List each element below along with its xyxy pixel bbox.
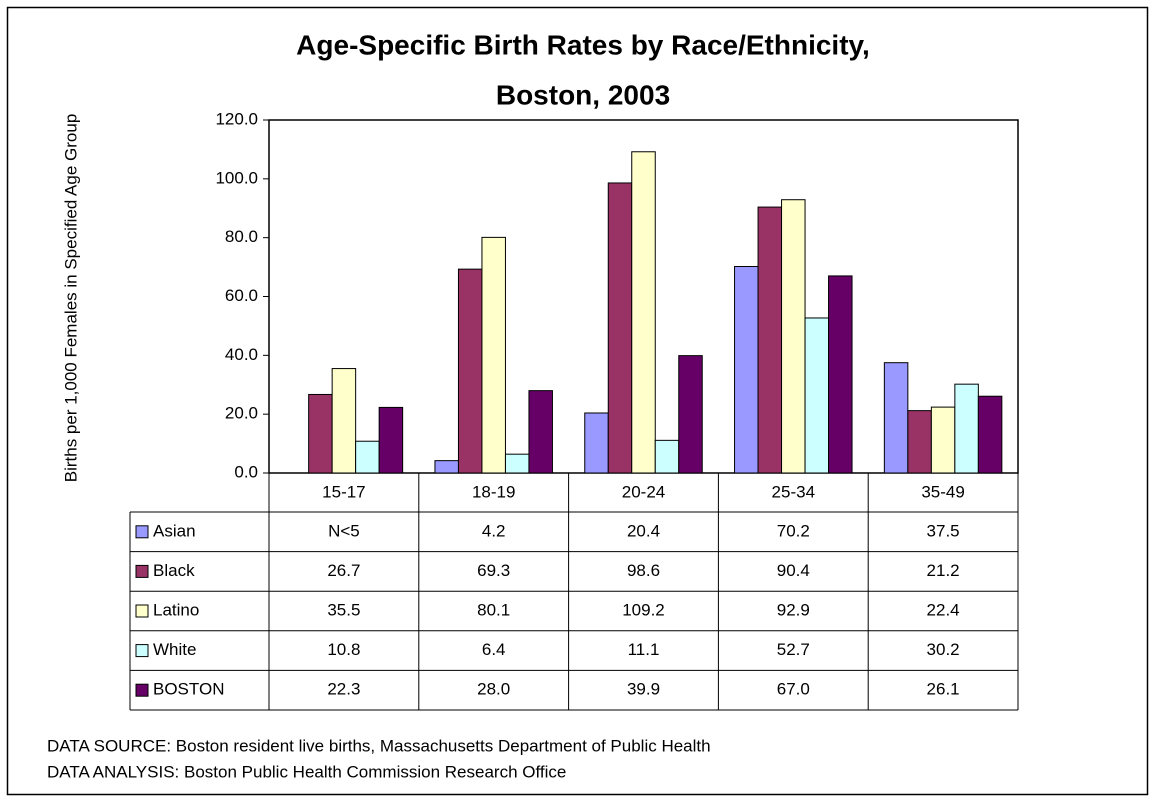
table-cell: N<5 bbox=[328, 521, 360, 540]
bar bbox=[930, 406, 956, 474]
table-cell: 11.1 bbox=[628, 640, 660, 659]
x-tick-label: 15-17 bbox=[322, 482, 365, 501]
bar bbox=[378, 406, 404, 474]
bar bbox=[977, 395, 1003, 474]
y-tick-label: 80.0 bbox=[225, 227, 258, 246]
table-cell: 10.8 bbox=[327, 640, 360, 659]
bar bbox=[607, 182, 633, 474]
legend-key bbox=[135, 644, 149, 658]
note: DATA SOURCE: Boston resident live births… bbox=[47, 736, 711, 755]
table-cell: 22.3 bbox=[327, 680, 360, 699]
bar bbox=[654, 439, 680, 474]
table-cell: 98.6 bbox=[627, 561, 660, 580]
y-tick-label: 120.0 bbox=[215, 109, 258, 128]
bar bbox=[308, 393, 333, 474]
y-tick-label: 40.0 bbox=[225, 345, 258, 364]
x-tick-label: 18-19 bbox=[472, 482, 515, 501]
legend-key bbox=[135, 564, 149, 578]
legend-label: Black bbox=[153, 561, 195, 580]
table-cell: 22.4 bbox=[927, 600, 960, 619]
table-cell: 30.2 bbox=[927, 640, 960, 659]
table-cell: 26.1 bbox=[927, 680, 960, 699]
legend-label: BOSTON bbox=[153, 680, 224, 699]
bar bbox=[781, 199, 806, 474]
y-tick-label: 0.0 bbox=[234, 462, 258, 481]
table-cell: 92.9 bbox=[777, 600, 810, 619]
bar bbox=[734, 265, 759, 474]
bar bbox=[434, 460, 459, 474]
bar bbox=[828, 275, 853, 474]
table-cell: 90.4 bbox=[777, 561, 810, 580]
bar bbox=[631, 151, 656, 474]
table-cell: 39.9 bbox=[627, 680, 660, 699]
table-cell: 21.2 bbox=[927, 561, 960, 580]
bar bbox=[481, 236, 506, 474]
table-cell: 35.5 bbox=[327, 600, 360, 619]
legend-label: Latino bbox=[153, 600, 199, 619]
bar bbox=[528, 390, 553, 474]
bar bbox=[678, 355, 703, 474]
legend-label: White bbox=[153, 640, 196, 659]
bar bbox=[504, 453, 530, 474]
table-cell: 6.4 bbox=[482, 640, 506, 659]
table-cell: 20.4 bbox=[627, 521, 660, 540]
bar bbox=[907, 410, 932, 474]
y-tick-label: 100.0 bbox=[215, 168, 258, 187]
x-tick-label: 25-34 bbox=[772, 482, 815, 501]
bar bbox=[355, 440, 380, 474]
x-tick-label: 35-49 bbox=[921, 482, 964, 501]
legend-key bbox=[135, 525, 149, 539]
y-tick-label: 60.0 bbox=[225, 286, 258, 305]
legend-key bbox=[135, 683, 149, 697]
bar bbox=[584, 412, 609, 474]
note: DATA ANALYSIS: Boston Public Health Comm… bbox=[47, 762, 566, 781]
table-cell: 70.2 bbox=[777, 521, 810, 540]
chart-title: Age-Specific Birth Rates by Race/Ethnici… bbox=[296, 29, 870, 60]
table-cell: 109.2 bbox=[622, 600, 665, 619]
legend-key bbox=[135, 604, 149, 618]
table-cell: 4.2 bbox=[482, 521, 506, 540]
bar bbox=[457, 268, 483, 474]
legend-label: Asian bbox=[153, 521, 196, 540]
table-cell: 26.7 bbox=[327, 561, 360, 580]
table-cell: 28.0 bbox=[477, 680, 510, 699]
table-cell: 52.7 bbox=[777, 640, 810, 659]
bar bbox=[804, 317, 830, 474]
chart-title: Boston, 2003 bbox=[496, 79, 670, 110]
bar bbox=[331, 368, 357, 474]
table-cell: 67.0 bbox=[777, 680, 810, 699]
table-cell: 80.1 bbox=[477, 600, 510, 619]
table-cell: 69.3 bbox=[477, 561, 510, 580]
x-tick-label: 20-24 bbox=[622, 482, 665, 501]
bar bbox=[883, 362, 909, 474]
bar bbox=[954, 383, 979, 474]
y-tick-label: 20.0 bbox=[225, 404, 258, 423]
y-axis-label: Births per 1,000 Females in Specified Ag… bbox=[61, 114, 80, 483]
bar bbox=[757, 206, 783, 474]
table-cell: 37.5 bbox=[927, 521, 960, 540]
